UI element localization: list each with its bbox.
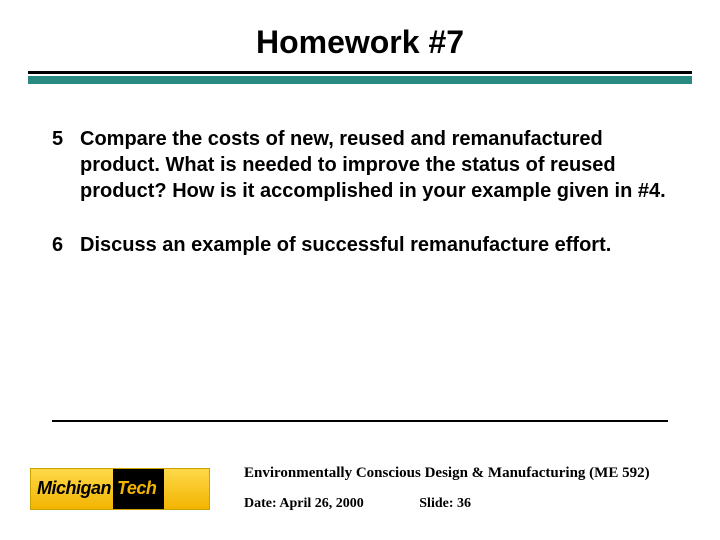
footer: Michigan Tech Environmentally Conscious …	[30, 465, 690, 512]
footer-meta: Date: April 26, 2000 Slide: 36	[244, 496, 690, 512]
item-text: Compare the costs of new, reused and rem…	[80, 126, 668, 204]
logo-right-text: Tech	[113, 469, 164, 509]
rule-bottom	[28, 76, 692, 84]
slide-number-label: Slide: 36	[419, 496, 471, 511]
item-text: Discuss an example of successful remanuf…	[80, 232, 668, 258]
slide-content: 5 Compare the costs of new, reused and r…	[0, 84, 720, 258]
item-number: 5	[52, 126, 80, 204]
slide-title: Homework #7	[0, 0, 720, 71]
list-item: 5 Compare the costs of new, reused and r…	[52, 126, 668, 204]
date-label: Date: April 26, 2000	[244, 496, 364, 511]
footer-divider	[52, 420, 668, 422]
rule-top	[28, 71, 692, 74]
item-number: 6	[52, 232, 80, 258]
logo-left-text: Michigan	[31, 478, 111, 499]
list-item: 6 Discuss an example of successful reman…	[52, 232, 668, 258]
michigan-tech-logo: Michigan Tech	[30, 468, 210, 510]
footer-text: Environmentally Conscious Design & Manuf…	[210, 465, 690, 512]
title-rule	[0, 71, 720, 84]
course-title: Environmentally Conscious Design & Manuf…	[244, 465, 690, 482]
